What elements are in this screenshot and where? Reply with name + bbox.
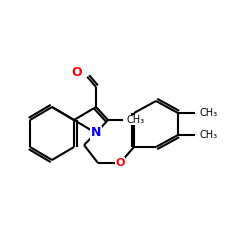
Text: CH₃: CH₃ (200, 130, 218, 140)
Text: O: O (115, 158, 125, 168)
Text: CH₃: CH₃ (200, 108, 218, 118)
Text: CH₃: CH₃ (127, 115, 145, 125)
Text: O: O (72, 66, 82, 80)
Text: N: N (91, 126, 101, 140)
